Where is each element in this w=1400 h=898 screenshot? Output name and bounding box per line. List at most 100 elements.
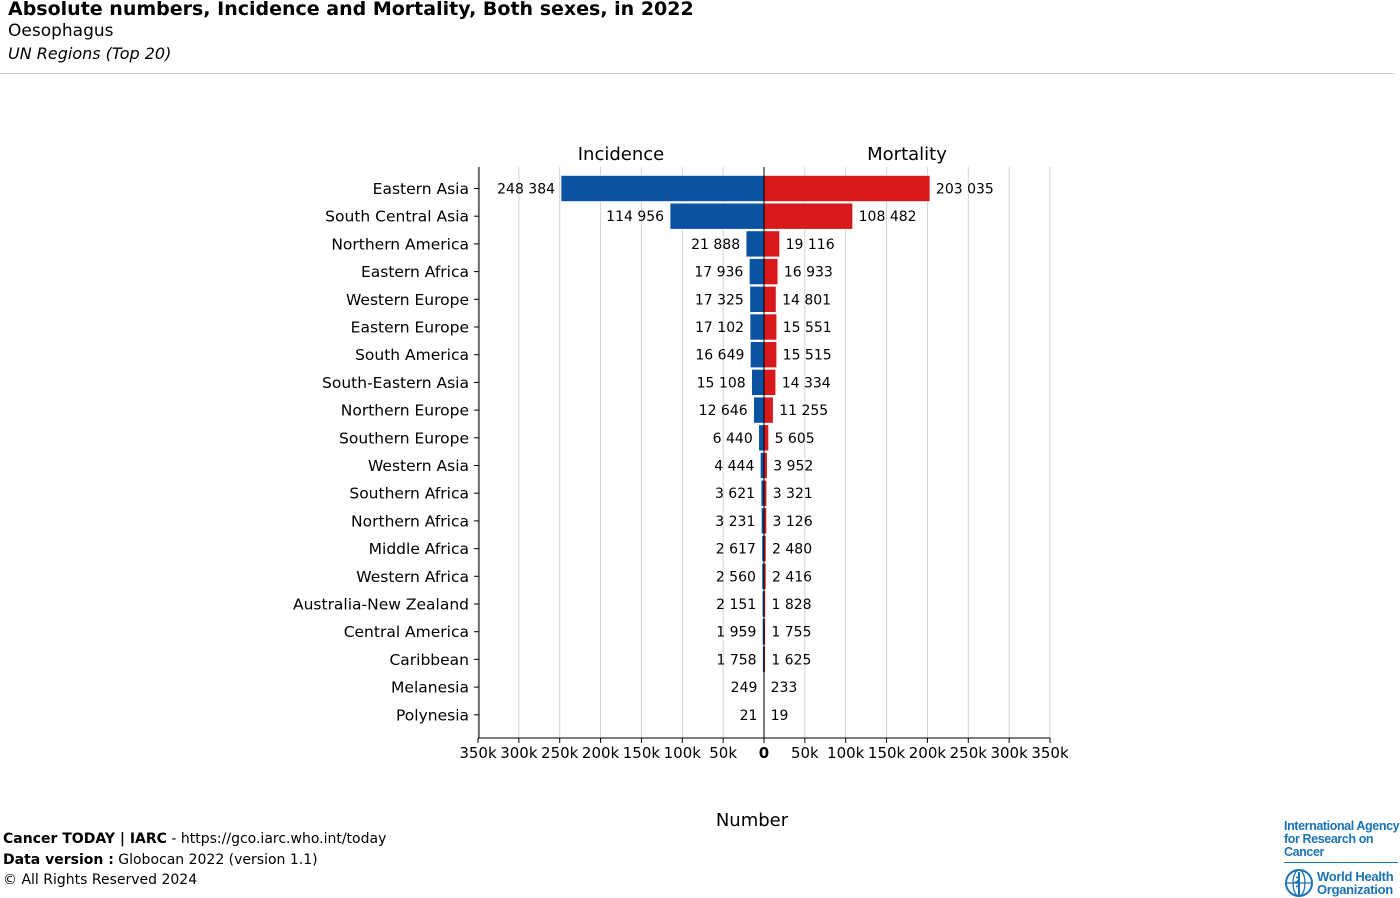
category-label: Eastern Asia — [373, 180, 469, 198]
x-tick-label: 100k — [827, 744, 865, 762]
chart-title: Absolute numbers, Incidence and Mortalit… — [8, 0, 694, 20]
x-tick-label: 300k — [990, 744, 1028, 762]
mortality-panel-title: Mortality — [867, 144, 947, 165]
category-label: Western Europe — [346, 291, 469, 309]
mortality-value-label: 11 255 — [779, 403, 828, 419]
footer-source: Cancer TODAY | IARC — [3, 831, 167, 847]
x-tick-label: 50k — [709, 744, 737, 762]
incidence-value-label: 1 959 — [716, 625, 756, 641]
x-tick-label: 350k — [459, 744, 497, 762]
mortality-bar — [763, 285, 777, 313]
incidence-value-label: 1 758 — [716, 652, 756, 668]
chart-header: Absolute numbers, Incidence and Mortalit… — [8, 0, 1394, 66]
category-label: South America — [355, 346, 469, 364]
category-label: Southern Europe — [339, 429, 469, 447]
incidence-value-label: 6 440 — [713, 431, 753, 447]
incidence-panel-title: Incidence — [578, 144, 665, 165]
header-divider — [0, 73, 1394, 74]
mortality-value-label: 1 625 — [771, 652, 811, 668]
mortality-bar — [763, 313, 778, 341]
mortality-value-label: 15 551 — [783, 320, 832, 336]
mortality-bar — [763, 258, 779, 285]
incidence-value-label: 17 102 — [695, 320, 744, 336]
x-tick-label: 250k — [541, 744, 579, 762]
incidence-value-label: 15 108 — [697, 375, 746, 391]
mortality-bar — [763, 230, 780, 258]
category-label: Western Africa — [356, 568, 469, 586]
incidence-value-label: 17 325 — [695, 292, 744, 308]
logo-divider — [1284, 862, 1398, 863]
incidence-bar — [560, 175, 765, 202]
category-label: Western Asia — [368, 457, 469, 475]
mortality-value-label: 108 482 — [859, 209, 917, 225]
incidence-bar — [749, 285, 765, 313]
category-label: Northern Africa — [351, 512, 469, 530]
category-label: South Central Asia — [325, 208, 469, 226]
incidence-bar — [758, 424, 765, 452]
category-label: Central America — [344, 623, 469, 641]
incidence-value-label: 17 936 — [694, 265, 743, 281]
incidence-value-label: 16 649 — [695, 348, 744, 364]
x-tick-label: 50k — [791, 744, 819, 762]
x-tick-label: 200k — [909, 744, 947, 762]
incidence-value-label: 3 621 — [715, 486, 755, 502]
mortality-value-label: 14 801 — [782, 292, 831, 308]
logos: International Agency for Research on Can… — [1284, 820, 1400, 897]
mortality-value-label: 19 — [771, 708, 789, 724]
mortality-value-label: 3 126 — [773, 514, 813, 530]
mortality-value-label: 16 933 — [784, 265, 833, 281]
mortality-bar — [763, 396, 774, 424]
chart-subtitle: Oesophagus — [8, 21, 114, 41]
x-tick-label: 300k — [500, 744, 538, 762]
footer-copyright: © All Rights Reserved 2024 — [3, 872, 198, 888]
incidence-bar — [750, 341, 765, 369]
x-tick-label: 100k — [664, 744, 702, 762]
mortality-bar — [763, 341, 777, 369]
footer-version: Globocan 2022 (version 1.1) — [113, 851, 318, 868]
category-label: Melanesia — [391, 679, 469, 697]
incidence-value-label: 2 617 — [716, 542, 756, 558]
category-label: Northern Europe — [341, 402, 469, 420]
mortality-value-label: 1 755 — [771, 625, 811, 641]
incidence-value-label: 249 — [731, 680, 758, 696]
incidence-bar — [749, 313, 765, 341]
incidence-value-label: 4 444 — [714, 459, 754, 475]
mortality-value-label: 233 — [771, 680, 798, 696]
mortality-value-label: 1 828 — [771, 597, 811, 613]
iarc-logo-line2: for Research on Cancer — [1284, 832, 1374, 859]
category-label: South-Eastern Asia — [322, 374, 469, 392]
x-tick-label: 350k — [1031, 744, 1069, 762]
category-label: Southern Africa — [349, 485, 469, 503]
incidence-value-label: 2 151 — [716, 597, 756, 613]
incidence-bar — [669, 202, 765, 230]
category-label: Northern America — [331, 235, 469, 253]
category-label: Polynesia — [396, 706, 469, 724]
footer: Cancer TODAY | IARC - https://gco.iarc.w… — [3, 829, 386, 891]
mortality-value-label: 5 605 — [775, 431, 815, 447]
footer-version-label: Data version : — [3, 851, 114, 868]
mortality-value-label: 15 515 — [783, 348, 832, 364]
incidence-bar — [745, 230, 765, 258]
mortality-value-label: 3 321 — [773, 486, 813, 502]
category-label: Eastern Europe — [351, 319, 469, 337]
iarc-logo-line1: International Agency — [1284, 819, 1400, 833]
x-axis-title: Number — [716, 810, 789, 831]
iarc-logo: International Agency for Research on Can… — [1284, 820, 1400, 859]
chart-region-scope: UN Regions (Top 20) — [8, 44, 172, 63]
mortality-bar — [763, 175, 931, 202]
mortality-value-label: 3 952 — [773, 459, 813, 475]
incidence-bar — [753, 396, 765, 424]
incidence-value-label: 3 231 — [715, 514, 755, 530]
mortality-value-label: 19 116 — [786, 237, 835, 253]
category-label: Eastern Africa — [361, 263, 469, 281]
mortality-value-label: 2 480 — [772, 542, 812, 558]
category-label: Caribbean — [389, 651, 469, 669]
who-emblem-icon — [1285, 869, 1313, 897]
footer-url[interactable]: - https://gco.iarc.who.int/today — [166, 831, 387, 847]
incidence-bar — [760, 452, 765, 479]
mortality-value-label: 203 035 — [936, 182, 994, 198]
mortality-bar — [763, 202, 853, 230]
x-tick-label: 150k — [868, 744, 906, 762]
mortality-value-label: 2 416 — [772, 569, 812, 585]
